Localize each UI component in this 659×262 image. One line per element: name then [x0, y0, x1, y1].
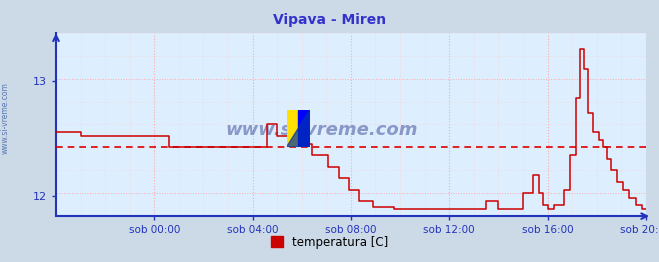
Legend: temperatura [C]: temperatura [C] — [266, 231, 393, 253]
Text: Vipava - Miren: Vipava - Miren — [273, 13, 386, 27]
Polygon shape — [287, 110, 310, 147]
Text: www.si-vreme.com: www.si-vreme.com — [225, 121, 418, 139]
Polygon shape — [287, 110, 298, 147]
Text: www.si-vreme.com: www.si-vreme.com — [1, 82, 10, 154]
Polygon shape — [298, 110, 310, 147]
